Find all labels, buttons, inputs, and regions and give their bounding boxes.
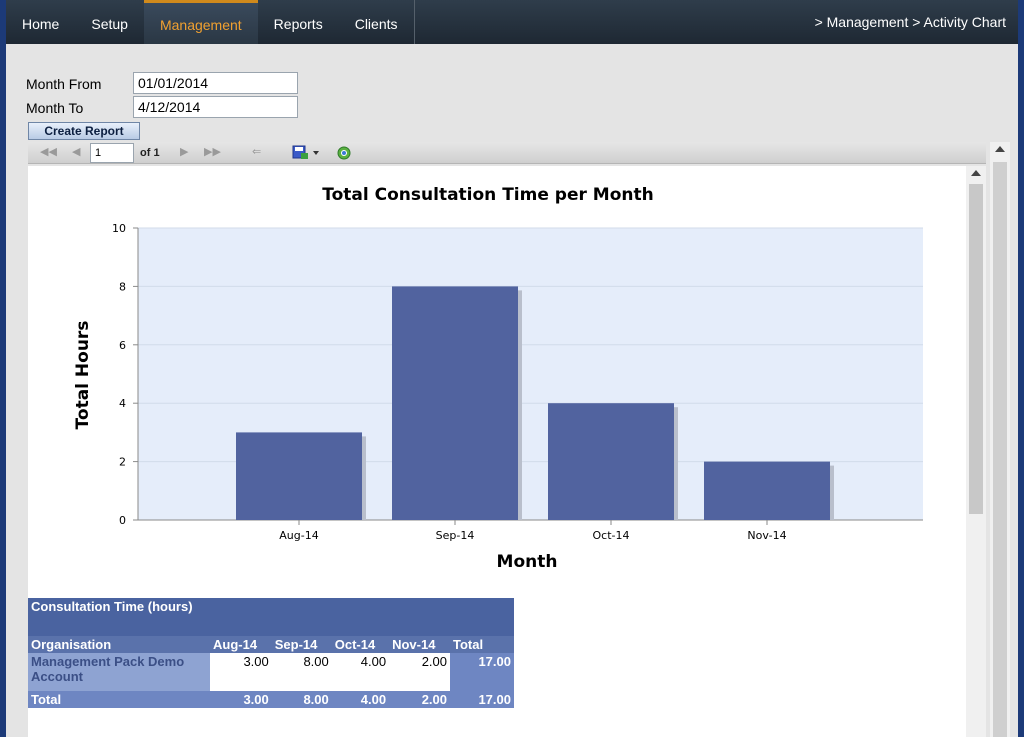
x-tick-label: Nov-14 <box>747 529 786 542</box>
first-page-icon[interactable]: ◀◀ <box>40 146 57 158</box>
y-tick-label: 2 <box>119 456 126 469</box>
page-count: of 1 <box>140 147 160 159</box>
chart-x-axis-label: Month <box>497 552 558 572</box>
month-to-input[interactable] <box>133 96 298 118</box>
month-from-label: Month From <box>26 76 102 92</box>
scroll-up-icon[interactable] <box>995 146 1005 152</box>
outer-scrollbar[interactable] <box>990 142 1010 737</box>
report-toolbar: ◀◀ ◀ of 1 ▶ ▶▶ ⇐ <box>28 142 986 164</box>
table-cell: 3.00 <box>210 653 272 691</box>
nav-tab-home[interactable]: Home <box>22 16 60 32</box>
bar <box>392 286 518 520</box>
row-total: 17.00 <box>450 653 514 691</box>
total-label: Total <box>28 691 210 708</box>
org-header: Organisation <box>28 636 210 653</box>
month-from-input[interactable] <box>133 72 298 94</box>
consultation-chart: Total Consultation Time per Month Month … <box>73 185 923 572</box>
x-tick-label: Sep-14 <box>436 529 475 542</box>
org-name: Management Pack Demo Account <box>28 653 210 691</box>
month-to-label: Month To <box>26 100 84 116</box>
month-header: Oct-14 <box>331 636 390 653</box>
chart-y-axis-label: Total Hours <box>73 321 93 430</box>
page-number-input[interactable] <box>90 143 134 163</box>
table-header-spacer <box>210 598 450 636</box>
nav-tabs: Home Setup Management Reports Clients <box>6 0 415 44</box>
breadcrumb: > Management > Activity Chart <box>814 14 1006 30</box>
report-scrollbar[interactable] <box>966 166 986 737</box>
table-cell: 8.00 <box>271 653 332 691</box>
bar <box>236 432 362 520</box>
last-page-icon[interactable]: ▶▶ <box>204 146 221 158</box>
grand-total: 17.00 <box>450 691 514 708</box>
chart-title: Total Consultation Time per Month <box>322 185 653 205</box>
y-tick-label: 0 <box>119 514 126 527</box>
scroll-up-icon[interactable] <box>971 170 981 176</box>
report-scrollbar-thumb[interactable] <box>969 184 983 514</box>
bar <box>704 461 830 520</box>
nav-tab-setup[interactable]: Setup <box>91 16 128 32</box>
table-cell: 4.00 <box>331 653 390 691</box>
refresh-icon[interactable] <box>336 145 352 161</box>
totals-row: Total 3.00 8.00 4.00 2.00 17.00 <box>28 691 514 708</box>
save-icon[interactable] <box>292 145 320 161</box>
column-total: 4.00 <box>331 691 390 708</box>
top-navbar: Home Setup Management Reports Clients > … <box>6 0 1018 44</box>
nav-tab-management[interactable]: Management <box>143 0 258 44</box>
report-viewer: Total Consultation Time per Month Month … <box>28 166 966 737</box>
create-report-button[interactable]: Create Report <box>28 122 140 140</box>
table-title: Consultation Time (hours) <box>28 598 210 636</box>
month-header: Aug-14 <box>210 636 272 653</box>
x-tick-label: Aug-14 <box>279 529 318 542</box>
y-tick-label: 6 <box>119 339 126 352</box>
nav-tab-clients[interactable]: Clients <box>354 16 398 32</box>
bar <box>548 403 674 520</box>
nav-tab-reports[interactable]: Reports <box>273 16 323 32</box>
column-total: 2.00 <box>389 691 450 708</box>
outer-scrollbar-thumb[interactable] <box>993 162 1007 737</box>
total-header: Total <box>450 636 514 653</box>
column-total: 3.00 <box>210 691 272 708</box>
y-tick-label: 8 <box>119 280 126 293</box>
table-row: Management Pack Demo Account 3.00 8.00 4… <box>28 653 514 691</box>
y-tick-label: 10 <box>112 222 126 235</box>
month-header: Sep-14 <box>271 636 332 653</box>
column-total: 8.00 <box>271 691 332 708</box>
app-frame: Home Setup Management Reports Clients > … <box>6 0 1018 737</box>
x-tick-label: Oct-14 <box>593 529 630 542</box>
y-tick-label: 4 <box>119 397 126 410</box>
next-page-icon[interactable]: ▶ <box>180 146 189 158</box>
table-cell: 2.00 <box>389 653 450 691</box>
back-icon[interactable]: ⇐ <box>252 146 262 158</box>
month-header: Nov-14 <box>389 636 450 653</box>
prev-page-icon[interactable]: ◀ <box>72 146 81 158</box>
report-table: Consultation Time (hours) Organisation A… <box>28 598 514 708</box>
table-header-spacer-total <box>450 598 514 636</box>
